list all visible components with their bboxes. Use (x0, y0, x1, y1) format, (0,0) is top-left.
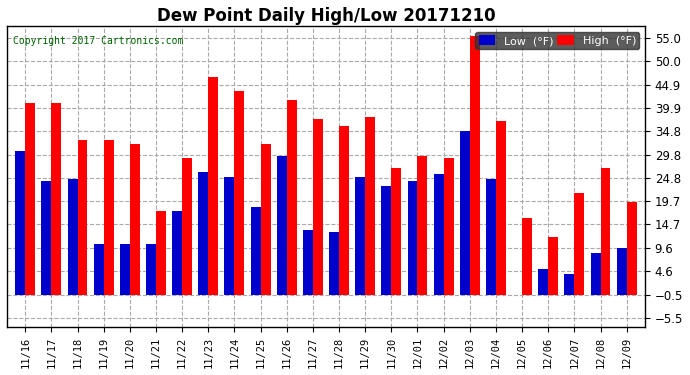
Bar (182, 158, 192, 295)
Bar (408, 182, 417, 295)
Bar (224, 177, 235, 295)
Bar (172, 211, 182, 295)
Bar (277, 156, 287, 295)
Bar (496, 121, 506, 295)
Bar (574, 193, 584, 295)
Bar (444, 158, 453, 295)
Bar (339, 126, 349, 295)
Bar (77, 140, 88, 295)
Legend: Low  (°F), High  (°F): Low (°F), High (°F) (475, 32, 640, 50)
Bar (235, 91, 244, 295)
Bar (522, 218, 532, 295)
Bar (94, 244, 104, 295)
Bar (591, 253, 600, 295)
Bar (417, 156, 427, 295)
Bar (26, 103, 35, 295)
Bar (470, 36, 480, 295)
Bar (617, 249, 627, 295)
Bar (303, 230, 313, 295)
Bar (208, 77, 218, 295)
Bar (250, 207, 261, 295)
Bar (460, 130, 470, 295)
Title: Dew Point Daily High/Low 20171210: Dew Point Daily High/Low 20171210 (157, 7, 495, 25)
Bar (15, 152, 26, 295)
Text: Copyright 2017 Cartronics.com: Copyright 2017 Cartronics.com (13, 36, 184, 45)
Bar (434, 174, 444, 295)
Bar (130, 144, 140, 295)
Bar (549, 237, 558, 295)
Bar (600, 168, 611, 295)
Bar (486, 179, 496, 295)
Bar (355, 177, 365, 295)
Bar (104, 140, 114, 295)
Bar (287, 100, 297, 295)
Bar (313, 119, 323, 295)
Bar (68, 179, 77, 295)
Bar (120, 244, 130, 295)
Bar (564, 274, 574, 295)
Bar (146, 244, 156, 295)
Bar (538, 269, 549, 295)
Bar (329, 232, 339, 295)
Bar (627, 202, 637, 295)
Bar (156, 211, 166, 295)
Bar (382, 186, 391, 295)
Bar (51, 103, 61, 295)
Bar (261, 144, 270, 295)
Bar (41, 182, 51, 295)
Bar (391, 168, 402, 295)
Bar (365, 117, 375, 295)
Bar (198, 172, 208, 295)
